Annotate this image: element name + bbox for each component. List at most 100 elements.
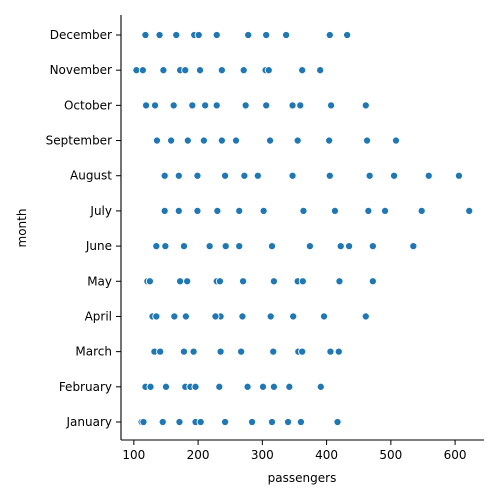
- data-point: [152, 136, 162, 145]
- data-point: [189, 347, 198, 356]
- data-point: [269, 347, 278, 356]
- data-point: [253, 171, 262, 180]
- data-point: [212, 101, 221, 110]
- data-point: [391, 136, 401, 145]
- x-tick-label: 200: [187, 448, 210, 462]
- data-point: [161, 382, 171, 391]
- data-point: [142, 101, 151, 110]
- data-point: [363, 136, 372, 145]
- y-tick-label: June: [85, 239, 112, 253]
- data-point: [334, 347, 343, 356]
- data-point: [283, 417, 293, 427]
- data-point: [262, 101, 271, 110]
- data-point: [336, 242, 345, 251]
- data-point: [325, 171, 334, 180]
- data-point: [188, 101, 197, 110]
- x-tick-label: 500: [379, 448, 402, 462]
- data-point: [199, 136, 208, 145]
- data-point: [248, 417, 257, 427]
- data-point: [244, 30, 253, 40]
- data-point: [335, 277, 344, 286]
- data-point: [299, 206, 308, 215]
- data-point: [176, 277, 185, 286]
- data-point: [239, 277, 248, 286]
- data-point: [293, 136, 302, 145]
- x-tick-label: 400: [315, 448, 338, 462]
- data-point: [316, 382, 325, 391]
- data-point: [319, 312, 329, 321]
- data-point: [160, 171, 169, 180]
- data-point: [267, 242, 277, 251]
- y-ticks: January February March April May June July Augu…: [46, 28, 121, 429]
- y-tick-label: February: [59, 380, 112, 394]
- data-point: [169, 101, 178, 110]
- data-point: [183, 136, 192, 145]
- axes-layer: [120, 15, 484, 441]
- data-point: [179, 347, 189, 356]
- x-tick-label: 600: [444, 448, 467, 462]
- data-point: [175, 417, 184, 427]
- data-point: [156, 347, 165, 356]
- data-point: [205, 242, 214, 251]
- data-point: [174, 206, 183, 215]
- data-point: [330, 206, 339, 215]
- data-point: [417, 206, 426, 215]
- data-point: [343, 30, 352, 40]
- data-point: [298, 277, 307, 286]
- y-tick-label: May: [87, 274, 112, 288]
- data-point: [172, 30, 181, 40]
- data-point: [170, 312, 179, 321]
- data-point: [221, 417, 230, 427]
- y-tick-label: December: [50, 28, 112, 42]
- data-point: [239, 66, 248, 75]
- data-point: [381, 206, 390, 215]
- points-layer: [132, 30, 474, 427]
- data-point: [179, 242, 189, 251]
- data-point: [231, 136, 241, 145]
- data-point: [191, 382, 200, 391]
- y-tick-label: March: [75, 345, 112, 359]
- data-point: [193, 171, 202, 180]
- data-point: [296, 101, 305, 110]
- data-point: [240, 171, 249, 180]
- y-tick-label: April: [85, 309, 112, 323]
- data-point: [139, 417, 148, 427]
- data-point: [390, 171, 399, 180]
- data-point: [238, 312, 247, 321]
- data-point: [298, 347, 307, 356]
- data-point: [368, 277, 377, 286]
- data-point: [282, 30, 291, 40]
- data-point: [145, 277, 154, 286]
- data-point: [316, 66, 325, 75]
- data-point: [361, 101, 370, 110]
- data-point: [296, 417, 305, 427]
- y-tick-label: November: [50, 63, 112, 77]
- data-point: [266, 136, 275, 145]
- data-point: [217, 136, 226, 145]
- data-point: [298, 66, 307, 75]
- data-point: [259, 206, 268, 215]
- data-point: [325, 30, 334, 40]
- data-point: [174, 171, 183, 180]
- data-point: [211, 312, 220, 321]
- data-point: [138, 66, 147, 75]
- data-point: [237, 347, 246, 356]
- x-ticks: 100 200 300 400 500 600: [122, 440, 467, 462]
- data-point: [215, 277, 224, 286]
- data-point: [361, 312, 370, 321]
- data-point: [213, 206, 222, 215]
- y-tick-label: July: [89, 204, 112, 218]
- data-point: [181, 66, 190, 75]
- data-point: [409, 242, 418, 251]
- x-tick-label: 300: [251, 448, 274, 462]
- data-point: [266, 312, 275, 321]
- data-point: [345, 242, 354, 251]
- data-point: [201, 101, 210, 110]
- data-point: [158, 417, 167, 427]
- data-point: [333, 417, 342, 427]
- data-point: [195, 66, 205, 75]
- data-point: [454, 171, 463, 180]
- y-tick-label: January: [66, 415, 113, 429]
- x-tick-label: 100: [122, 448, 145, 462]
